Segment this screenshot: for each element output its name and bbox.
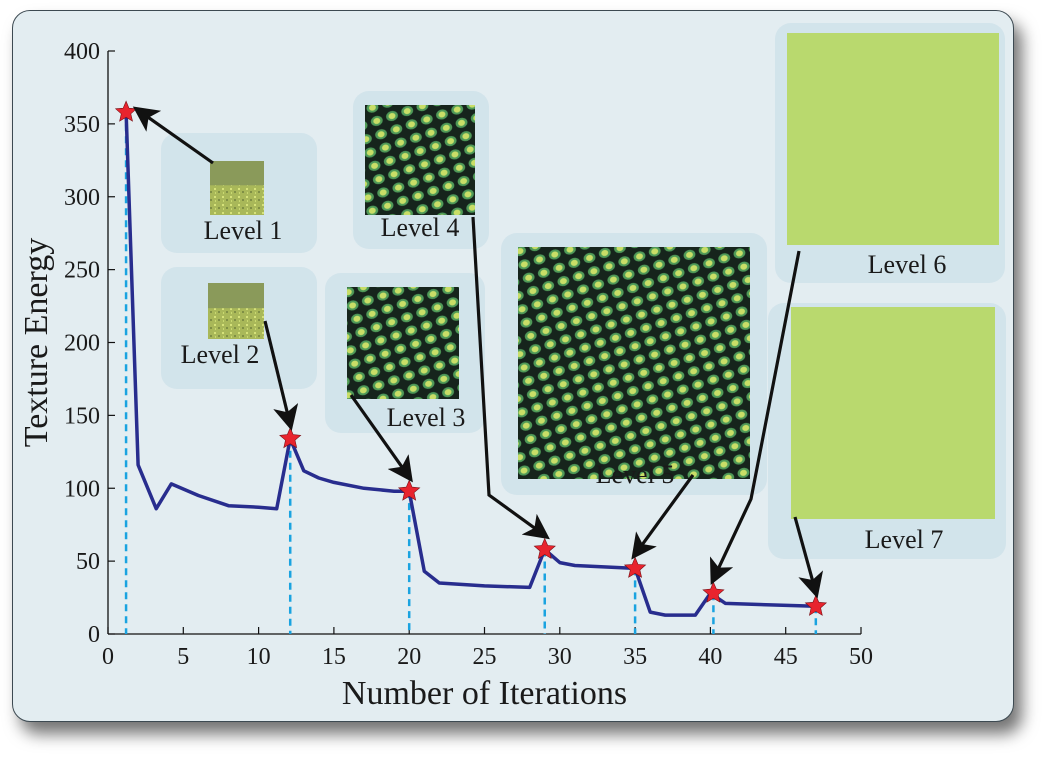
level-7-arrow <box>793 516 824 599</box>
level-3-arrow <box>349 394 413 483</box>
y-tick-label: 0 <box>88 622 100 648</box>
y-tick-label: 50 <box>76 549 100 575</box>
plot-area <box>114 100 828 634</box>
y-tick-label: 150 <box>64 403 100 429</box>
level-1-label: Level 1 <box>204 216 283 245</box>
y-tick-label: 100 <box>64 476 100 502</box>
x-tick-label: 10 <box>247 644 271 670</box>
level-insets: Level 1 Level 2 Level 3 Level 4 Level 5 Level… <box>161 23 1006 559</box>
level-2-texture <box>208 308 264 339</box>
x-tick-label: 25 <box>473 644 497 670</box>
level-7-label: Level 7 <box>865 525 944 554</box>
level-1-texture <box>210 185 264 215</box>
y-tick-label: 400 <box>64 39 100 65</box>
level-1-arrow <box>132 106 214 165</box>
level-4-texture <box>365 105 475 215</box>
level-7-texture <box>791 307 995 519</box>
level-6-texture <box>787 33 999 245</box>
y-tick-label: 350 <box>64 112 100 138</box>
level-6-label: Level 6 <box>868 250 947 279</box>
y-tick-label: 250 <box>64 258 100 284</box>
x-tick-label: 40 <box>698 644 722 670</box>
x-axis-title: Number of Iterations <box>342 675 627 712</box>
x-tick-label: 35 <box>623 644 647 670</box>
level-6-arrow <box>709 250 801 585</box>
level-2-label: Level 2 <box>181 340 260 369</box>
y-tick-label: 200 <box>64 331 100 357</box>
level-star-marker <box>702 581 725 603</box>
axes: 0 5 10 15 20 25 30 35 40 45 50 0 50 100 150 200 250 300 35… <box>18 39 873 712</box>
chart-frame: Level 1 Level 2 Level 3 Level 4 Level 5 Level… <box>12 10 1014 722</box>
level-5-label: Level 5 <box>596 460 675 489</box>
x-tick-label: 45 <box>774 644 798 670</box>
level-star-marker <box>279 426 302 449</box>
x-tick-label: 50 <box>849 644 873 670</box>
x-tick-label: 5 <box>177 644 189 670</box>
level-5-texture <box>518 247 750 479</box>
level-star-marker <box>804 594 828 616</box>
level-star-marker <box>397 479 421 501</box>
level-3-label: Level 3 <box>387 403 466 432</box>
x-tick-label: 20 <box>397 644 421 670</box>
x-tick-label: 15 <box>322 644 346 670</box>
level-4-arrow <box>471 216 550 540</box>
level-star-marker <box>533 537 556 560</box>
y-tick-label: 300 <box>64 185 100 211</box>
x-tick-label: 0 <box>102 644 114 670</box>
level-star-marker <box>623 556 647 578</box>
level-5-arrow <box>631 474 695 560</box>
annotation-arrows <box>132 106 824 599</box>
level-2-arrow <box>263 320 299 431</box>
x-tick-label: 30 <box>548 644 572 670</box>
texture-energy-chart: Level 1 Level 2 Level 3 Level 4 Level 5 Level… <box>18 23 1006 712</box>
y-axis-title: Texture Energy <box>18 238 55 447</box>
level-3-texture <box>347 287 459 399</box>
level-4-label: Level 4 <box>381 213 460 242</box>
